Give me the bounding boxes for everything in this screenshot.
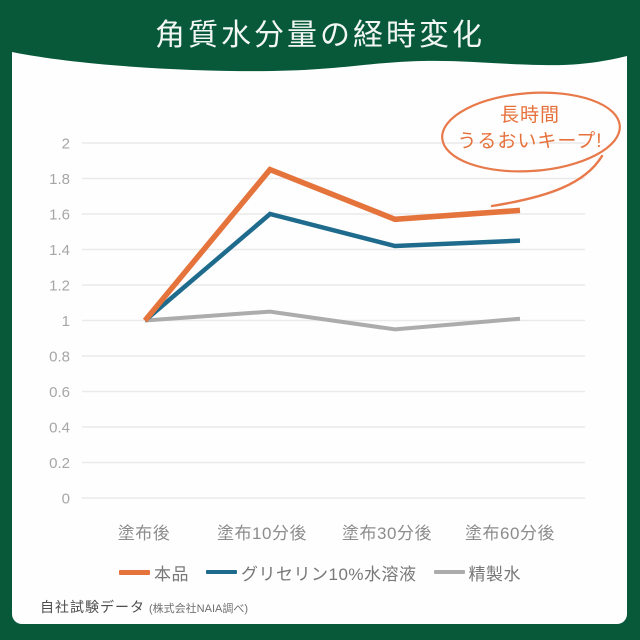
footnote: 自社試験データ (株式会社NAIA調べ) <box>40 597 248 617</box>
legend-dash-2 <box>433 570 465 574</box>
annotation-bubble <box>441 91 621 208</box>
x-tick-label-1: 塗布10分後 <box>217 523 307 543</box>
page-title: 角質水分量の経時変化 <box>155 19 485 52</box>
y-tick-label-0.2: 0.2 <box>49 455 70 472</box>
y-tick-label-1.4: 1.4 <box>49 242 70 259</box>
y-tick-label-1: 1 <box>62 313 70 330</box>
legend-label-2: 精製水 <box>468 564 522 584</box>
annotation-line1: 長時間 <box>499 105 560 126</box>
header-wave <box>12 0 627 72</box>
legend-dash-0 <box>118 569 150 575</box>
y-tick-label-0: 0 <box>62 491 70 508</box>
bubble-tail <box>490 154 604 208</box>
legend-item-2: 精製水 <box>433 560 522 585</box>
bubble-ellipse <box>441 91 621 173</box>
y-tick-label-2: 2 <box>62 136 70 153</box>
legend-item-1: グリセリン10%水溶液 <box>205 560 417 585</box>
footnote-main: 自社試験データ <box>40 599 145 615</box>
chart-legend: 本品 グリセリン10%水溶液 精製水 <box>0 560 640 584</box>
header-wave-shape <box>12 0 627 72</box>
x-axis-labels: 塗布後 塗布10分後 塗布30分後 塗布60分後 <box>118 523 555 543</box>
y-tick-label-1.8: 1.8 <box>49 171 70 188</box>
legend-label-1: グリセリン10%水溶液 <box>240 564 417 584</box>
x-tick-label-2: 塗布30分後 <box>342 523 432 543</box>
legend-item-0: 本品 <box>118 560 189 585</box>
legend-dash-1 <box>205 570 237 574</box>
annotation-text: 長時間 うるおいキープ! <box>430 103 630 155</box>
series-line-2 <box>144 309 521 332</box>
y-tick-label-1.2: 1.2 <box>49 278 70 295</box>
footnote-sub: (株式会社NAIA調べ) <box>149 603 248 615</box>
y-tick-label-0.4: 0.4 <box>49 420 70 437</box>
x-tick-label-0: 塗布後 <box>118 523 171 543</box>
series-line-1 <box>143 211 521 323</box>
legend-label-0: 本品 <box>153 564 189 584</box>
chart-panel <box>12 30 627 624</box>
y-tick-label-1.6: 1.6 <box>49 207 70 224</box>
annotation-line2: うるおいキープ! <box>457 131 603 152</box>
series-lines <box>142 166 521 332</box>
x-tick-label-3: 塗布60分後 <box>465 523 555 543</box>
y-tick-label-0.8: 0.8 <box>49 349 70 366</box>
y-axis-labels: 0 0.2 0.4 0.6 0.8 1 1.2 1.4 1.6 1.8 2 <box>49 136 70 508</box>
series-line-0 <box>142 166 521 323</box>
y-tick-label-0.6: 0.6 <box>49 384 70 401</box>
